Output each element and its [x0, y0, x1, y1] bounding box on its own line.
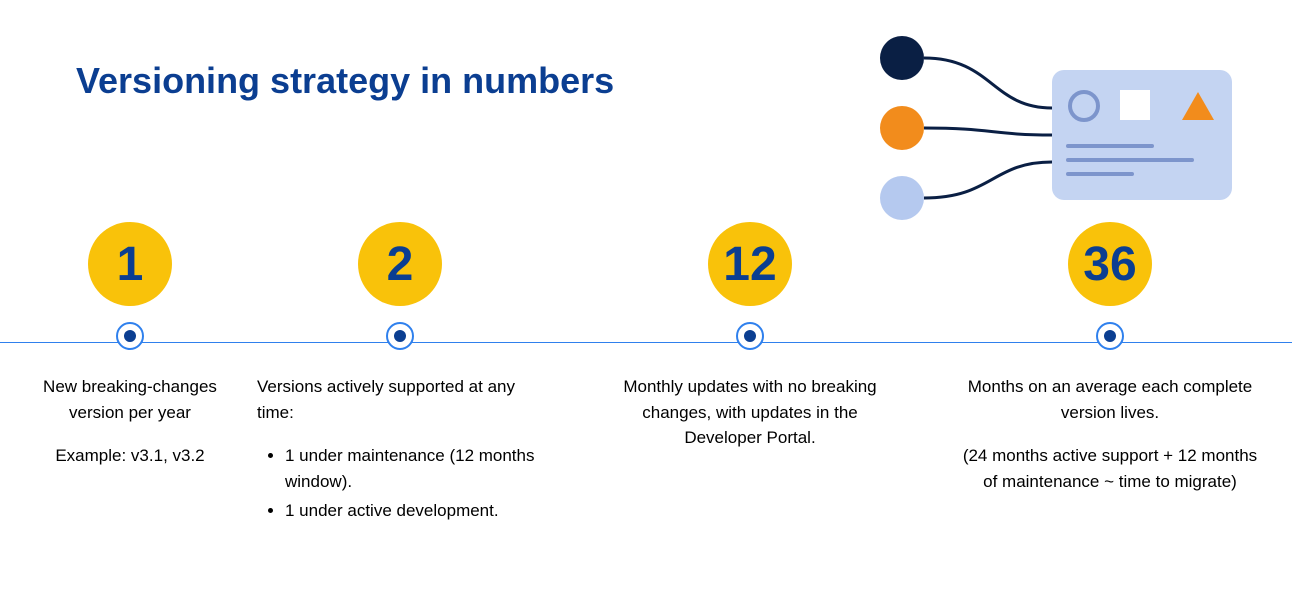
item-bullet: 1 under active development.	[285, 498, 543, 524]
item-description: Versions actively supported at any time:…	[245, 374, 555, 528]
number-badge: 12	[708, 222, 792, 306]
item-desc-line: Versions actively supported at any time:	[257, 374, 543, 425]
illustration-svg	[852, 30, 1252, 250]
item-description: Months on an average each complete versi…	[950, 374, 1270, 494]
page-title: Versioning strategy in numbers	[76, 60, 614, 102]
item-desc-line: Monthly updates with no breaking changes…	[607, 374, 893, 451]
item-description: Monthly updates with no breaking changes…	[595, 374, 905, 469]
timeline-dot-inner	[744, 330, 756, 342]
item-desc-line: New breaking-changes version per year	[27, 374, 233, 425]
timeline-item: 2 Versions actively supported at any time…	[245, 222, 555, 528]
item-description: New breaking-changes version per year Exa…	[15, 374, 245, 469]
item-bullet: 1 under maintenance (12 months window).	[285, 443, 543, 494]
timeline-item: 36Months on an average each complete ver…	[950, 222, 1270, 494]
item-desc-line: (24 months active support + 12 months of…	[962, 443, 1258, 494]
item-desc-line: Months on an average each complete versi…	[962, 374, 1258, 425]
timeline-dot-inner	[1104, 330, 1116, 342]
timeline-dot	[1096, 322, 1124, 350]
timeline-dot-inner	[394, 330, 406, 342]
timeline-dot	[736, 322, 764, 350]
decorative-illustration	[852, 30, 1252, 250]
timeline-item: 1 New breaking-changes version per year Ex…	[15, 222, 245, 469]
timeline-dot-inner	[124, 330, 136, 342]
item-desc-line: Example: v3.1, v3.2	[27, 443, 233, 469]
item-bullets: 1 under maintenance (12 months window). 1…	[257, 443, 543, 524]
timeline-item: 12 Monthly updates with no breaking chang…	[595, 222, 905, 469]
timeline-dot	[386, 322, 414, 350]
number-badge: 2	[358, 222, 442, 306]
number-badge: 1	[88, 222, 172, 306]
timeline-dot	[116, 322, 144, 350]
